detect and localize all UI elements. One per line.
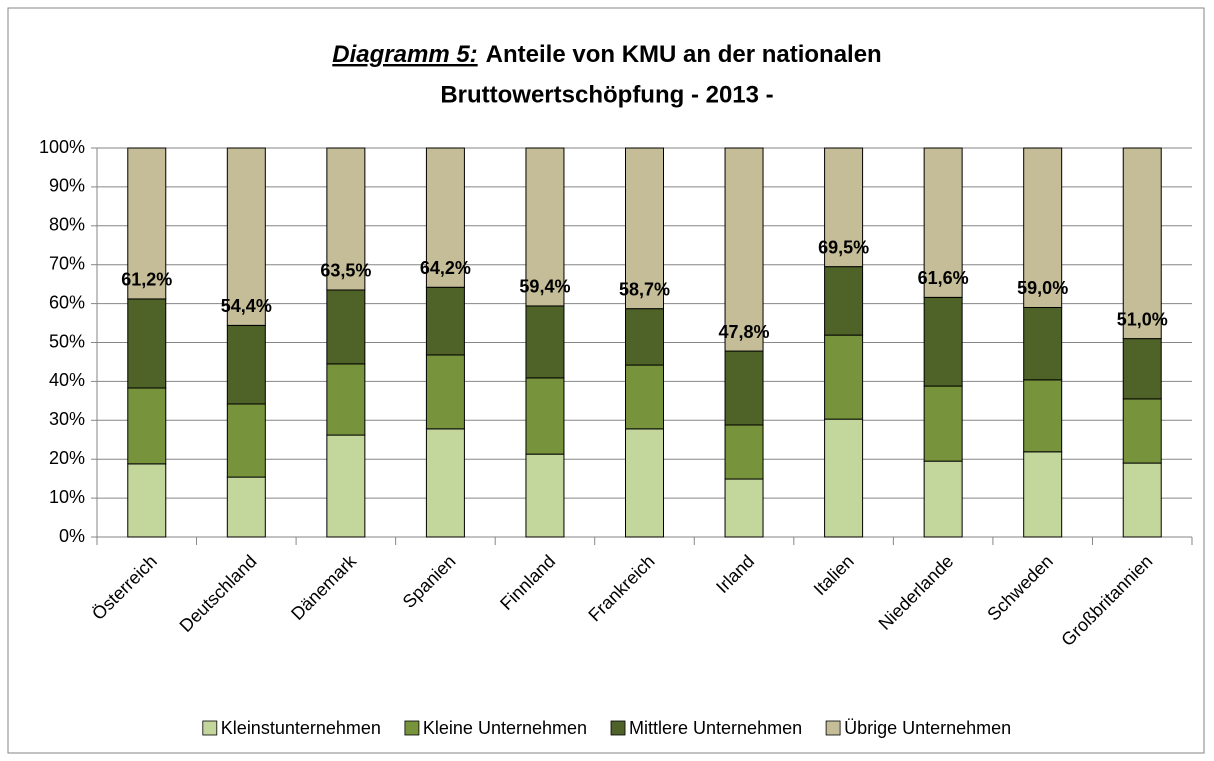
bar-segment <box>425 286 465 356</box>
legend-swatch <box>610 720 626 736</box>
bar-segment <box>127 147 167 300</box>
title-label: Diagramm 5: <box>332 41 477 68</box>
bar-segment <box>824 147 864 268</box>
bar-segment <box>226 403 266 478</box>
bar-segment <box>326 363 366 436</box>
bar-segment <box>127 387 167 465</box>
bar-segment <box>226 476 266 538</box>
bar-segment <box>923 296 963 387</box>
chart-frame <box>7 7 1205 754</box>
bar-segment <box>425 354 465 430</box>
bar-segment <box>923 385 963 462</box>
data-label: 54,4% <box>221 296 272 316</box>
bar-segment <box>1122 462 1162 538</box>
bar-segment <box>1023 451 1063 538</box>
chart-title: Diagramm 5: Anteile von KMU an der nation… <box>332 41 881 68</box>
y-tick-label: 30% <box>49 409 85 429</box>
bar-segment <box>1023 379 1063 453</box>
y-tick-label: 50% <box>49 331 85 351</box>
legend-swatch <box>825 720 841 736</box>
y-tick-label: 80% <box>49 215 85 235</box>
bar-segment <box>326 289 366 365</box>
bar-segment <box>525 377 565 455</box>
data-label: 51,0% <box>1117 309 1168 329</box>
bar-segment <box>824 418 864 538</box>
legend-label: Übrige Unternehmen <box>844 718 1011 738</box>
y-tick-label: 60% <box>49 292 85 312</box>
bar-segment <box>1122 338 1162 400</box>
bar-segment <box>127 463 167 538</box>
bar-segment <box>1122 398 1162 464</box>
data-label: 61,6% <box>918 268 969 288</box>
bar-segment <box>724 350 764 426</box>
y-tick-label: 10% <box>49 487 85 507</box>
bar-segment <box>127 298 167 389</box>
data-label: 47,8% <box>719 322 770 342</box>
bar-segment <box>923 147 963 298</box>
legend-label: Kleinstunternehmen <box>221 718 381 738</box>
bar-segment <box>824 266 864 336</box>
legend-swatch <box>202 720 218 736</box>
y-tick-label: 20% <box>49 448 85 468</box>
legend-label: Kleine Unternehmen <box>423 718 587 738</box>
y-tick-label: 70% <box>49 253 85 273</box>
y-tick-label: 0% <box>59 526 85 546</box>
y-tick-label: 40% <box>49 370 85 390</box>
bar-segment <box>326 147 366 291</box>
bar-segment <box>1122 147 1162 340</box>
bar-segment <box>923 460 963 538</box>
data-label: 64,2% <box>420 258 471 278</box>
data-label: 61,2% <box>121 270 172 290</box>
title-line: Anteile von KMU an der nationalen <box>486 41 882 68</box>
bar-segment <box>625 364 664 430</box>
bar-segment <box>625 308 664 366</box>
bar-segment <box>525 147 565 307</box>
bar-segment <box>226 147 266 326</box>
y-tick-label: 100% <box>39 137 85 157</box>
bar-segment <box>625 147 664 310</box>
bar-segment <box>525 453 565 538</box>
y-tick-label: 90% <box>49 176 85 196</box>
legend-label: Mittlere Unternehmen <box>629 718 802 738</box>
data-label: 59,0% <box>1017 278 1068 298</box>
data-label: 58,7% <box>619 279 670 299</box>
bar-segment <box>1023 147 1063 308</box>
data-label: 63,5% <box>320 261 371 281</box>
bar-segment <box>724 478 764 538</box>
bar-segment <box>724 147 764 352</box>
bar-segment <box>226 324 266 405</box>
data-label: 69,5% <box>818 237 869 257</box>
bar-segment <box>724 424 764 480</box>
bar-segment <box>425 147 465 288</box>
bar-segment <box>326 434 366 538</box>
bar-segment <box>625 428 664 538</box>
legend-swatch <box>404 720 420 736</box>
data-label: 59,4% <box>519 277 570 297</box>
chart-title: Bruttowertschöpfung - 2013 - <box>440 81 773 108</box>
bar-segment <box>824 334 864 420</box>
bar-segment <box>1023 306 1063 381</box>
bar-segment <box>525 305 565 379</box>
bar-segment <box>425 428 465 538</box>
